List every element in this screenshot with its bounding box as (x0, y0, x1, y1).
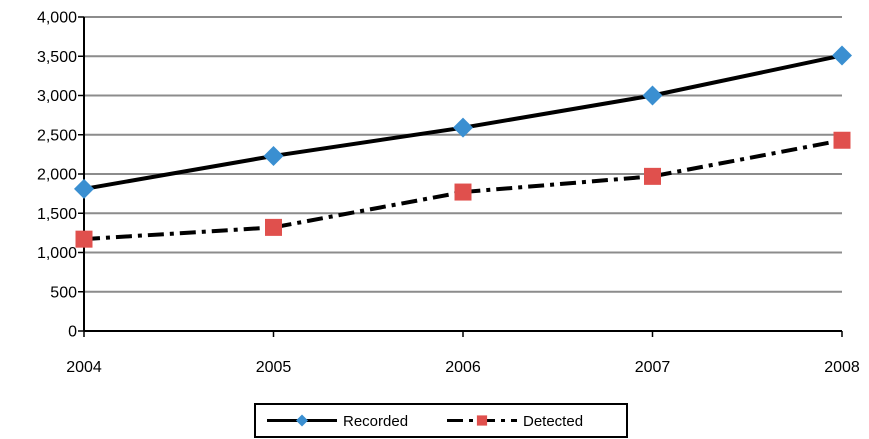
y-tick-label: 0 (68, 324, 77, 341)
y-tick-label: 2,000 (37, 167, 77, 184)
x-tick-label: 2004 (66, 359, 102, 376)
x-tick-label: 2005 (256, 359, 292, 376)
data-point-recorded (263, 145, 284, 166)
data-point-recorded (642, 85, 663, 106)
gridlines (84, 16, 842, 293)
legend-label-detected: Detected (523, 413, 583, 430)
x-tick-label: 2008 (824, 359, 860, 376)
y-axis-ticks: 0 500 1,000 1,500 2,000 2,500 3,000 3,500 4,000 (37, 10, 84, 341)
data-point-detected (75, 230, 93, 248)
y-tick-label: 3,500 (37, 49, 77, 66)
data-point-detected (265, 218, 282, 236)
x-tick-label: 2007 (635, 359, 671, 376)
data-point-recorded (832, 45, 852, 66)
y-tick-label: 1,000 (37, 245, 77, 262)
legend: Recorded Detected (254, 403, 628, 438)
y-tick-label: 3,000 (37, 88, 77, 105)
data-point-recorded (296, 414, 308, 427)
data-point-detected (644, 167, 661, 185)
y-tick-label: 2,500 (37, 127, 77, 144)
x-tick-label: 2006 (445, 359, 481, 376)
data-point-recorded (453, 117, 473, 138)
legend-label-recorded: Recorded (343, 413, 408, 430)
data-point-detected (476, 415, 488, 426)
y-tick-label: 4,000 (37, 10, 77, 27)
y-tick-label: 1,500 (37, 206, 77, 223)
data-point-detected (833, 131, 851, 149)
data-point-recorded (74, 178, 94, 199)
x-axis-ticks: 2004 2005 2006 2007 2008 (66, 331, 860, 376)
y-tick-label: 500 (50, 284, 77, 301)
series-lines (74, 45, 852, 248)
data-point-detected (454, 183, 472, 201)
